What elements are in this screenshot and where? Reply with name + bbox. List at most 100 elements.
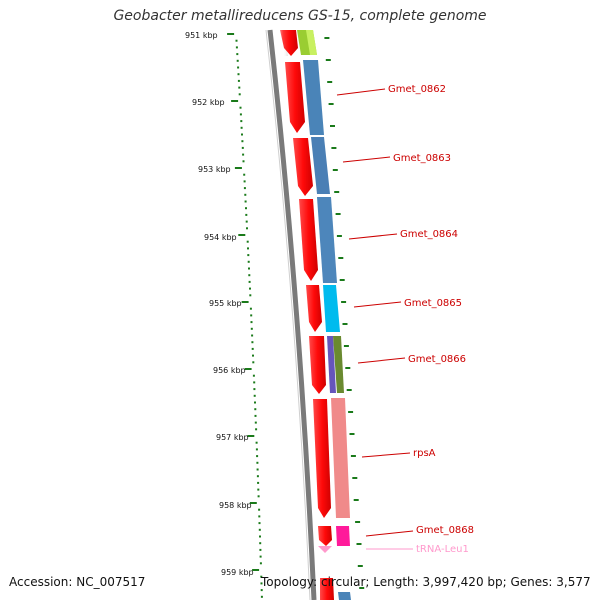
label-leader [336,88,386,96]
minor-tick [251,334,254,337]
forward-cds-track [279,30,334,600]
minor-tick [253,381,256,384]
gene-label-gmet-0865[interactable]: Gmet_0865 [404,298,462,309]
minor-tick [252,354,254,357]
minor-tick [240,120,243,123]
outer-tick [336,235,342,237]
gene-label-gmet-0864[interactable]: Gmet_0864 [400,229,458,240]
cds-arrow[interactable] [280,30,298,56]
tick-scale [227,33,263,598]
cds-arrow [279,30,288,56]
outer-tick [332,169,338,171]
minor-tick [260,582,263,585]
minor-tick [252,374,255,377]
minor-tick [250,314,253,317]
gene-block-track [297,30,351,600]
kbp-label: 952 kbp [192,98,225,107]
minor-tick [243,180,246,183]
genome-backbone [267,29,317,600]
cds-arrow[interactable] [299,199,318,281]
minor-tick [244,193,247,196]
trna-arrow[interactable] [318,546,332,553]
minor-tick [236,59,239,62]
outer-tick [324,37,330,39]
minor-tick [255,448,258,451]
minor-tick [235,39,238,42]
gene-block-rpsa[interactable] [331,398,350,518]
outer-tick [327,81,333,83]
kbp-label: 955 kbp [209,299,242,308]
minor-tick [252,361,255,364]
minor-tick [246,240,249,243]
gene-block-small[interactable] [327,336,336,393]
minor-tick [245,213,248,216]
gene-block-gmet-0866[interactable] [333,336,344,393]
minor-tick [258,515,261,518]
outer-tick [341,301,347,303]
cds-arrow[interactable] [313,399,331,518]
major-tick [244,368,252,370]
minor-tick [244,200,247,203]
minor-tick [259,562,262,565]
outer-tick [335,213,341,215]
gene-label-gmet-0868[interactable]: Gmet_0868 [416,525,474,536]
minor-tick [259,555,262,558]
label-leader [365,530,414,537]
outer-tick [325,59,331,61]
outer-tick [353,499,359,501]
cds-arrow[interactable] [309,336,326,394]
major-tick [249,502,257,504]
cds-arrow[interactable] [318,526,332,546]
minor-tick [254,401,256,404]
outer-tick [349,433,355,435]
gene-label-rpsa[interactable]: rpsA [413,448,436,459]
gene-block-gmet-0863[interactable] [311,137,330,194]
minor-tick [249,307,252,310]
kbp-label: 959 kbp [221,568,254,577]
map-title: Geobacter metallireducens GS-15, complet… [113,8,487,24]
major-tick [227,33,235,35]
genome-backbone-edge [265,29,311,600]
gene-block-gmet-0862[interactable] [303,60,324,135]
minor-tick [259,548,262,551]
kbp-label: 957 kbp [216,433,249,442]
gene-label-gmet-0862[interactable]: Gmet_0862 [388,84,446,95]
minor-tick [260,575,263,578]
kbp-label-group: 951 kbp 952 kbp 953 kbp 954 kbp 955 kbp … [185,31,254,577]
minor-tick [238,93,241,96]
gene-block-bottom[interactable] [338,592,351,600]
minor-tick [247,260,250,263]
outer-tick [350,455,356,457]
gene-label-trna-leu1[interactable]: tRNA-Leu1 [416,544,469,555]
cds-arrow[interactable] [320,578,334,600]
minor-tick [246,227,248,230]
minor-tick [251,341,254,344]
gene-block-gmet-0865[interactable] [323,285,340,332]
gene-label-group: Gmet_0862 Gmet_0863 Gmet_0864 Gmet_0865 … [336,84,474,555]
minor-tick [257,481,260,484]
gene-label-gmet-0863[interactable]: Gmet_0863 [393,153,451,164]
minor-tick [237,73,240,76]
outer-tick [330,125,335,127]
outer-tick [356,543,362,545]
minor-tick [248,267,250,270]
minor-tick [241,133,243,136]
minor-tick [238,86,241,89]
cds-arrow[interactable] [306,285,322,332]
outer-tick [328,103,334,105]
minor-tick [254,408,257,411]
gene-label-gmet-0866[interactable]: Gmet_0866 [408,354,466,365]
minor-tick [259,535,261,538]
gene-block-gmet-0864[interactable] [317,197,337,283]
gene-block-gmet-0868[interactable] [336,526,350,546]
accession-text: Accession: NC_007517 [9,575,146,589]
minor-tick [239,113,242,116]
minor-tick [260,595,263,598]
outer-tick [339,279,345,281]
cds-arrow[interactable] [293,138,313,196]
outer-tick [357,565,363,567]
cds-arrow[interactable] [285,62,305,133]
minor-tick [241,146,244,149]
genome-summary-text: Topology: circular; Length: 3,997,420 bp… [261,575,591,589]
